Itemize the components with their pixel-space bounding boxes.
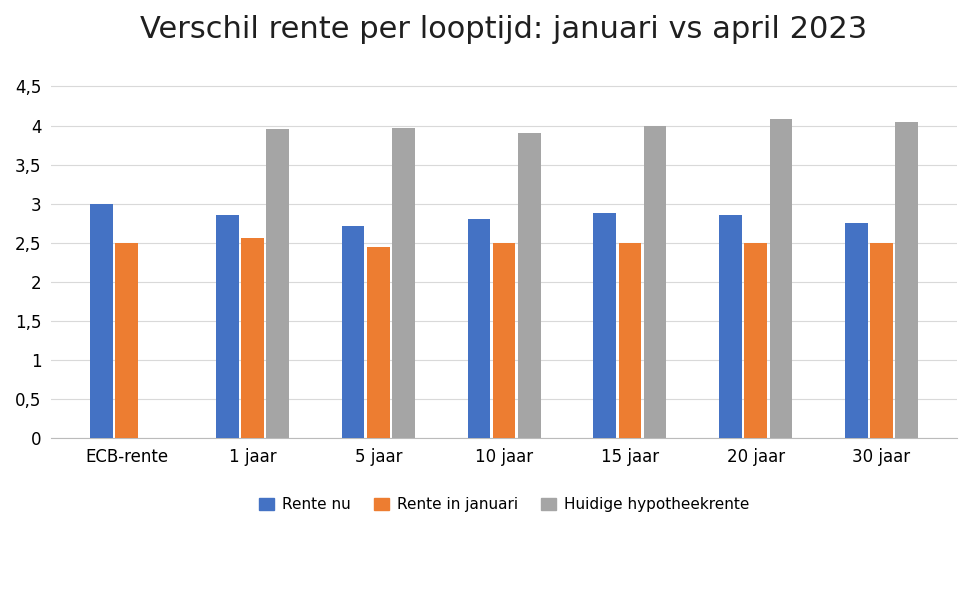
Bar [367,247,390,438]
Bar [719,215,742,438]
Bar [241,238,263,438]
Bar [493,243,515,438]
Bar [216,215,239,438]
Bar [90,204,113,438]
Bar [745,243,767,438]
Bar [770,119,792,438]
Bar [845,222,868,438]
Bar [266,129,289,438]
Bar [643,126,667,438]
Bar [618,243,642,438]
Legend: Rente nu, Rente in januari, Huidige hypotheekrente: Rente nu, Rente in januari, Huidige hypo… [253,491,755,519]
Bar [594,213,616,438]
Bar [870,243,893,438]
Bar [468,219,490,438]
Title: Verschil rente per looptijd: januari vs april 2023: Verschil rente per looptijd: januari vs … [141,15,868,44]
Bar [342,226,364,438]
Bar [895,122,918,438]
Bar [518,133,540,438]
Bar [392,128,415,438]
Bar [116,243,138,438]
